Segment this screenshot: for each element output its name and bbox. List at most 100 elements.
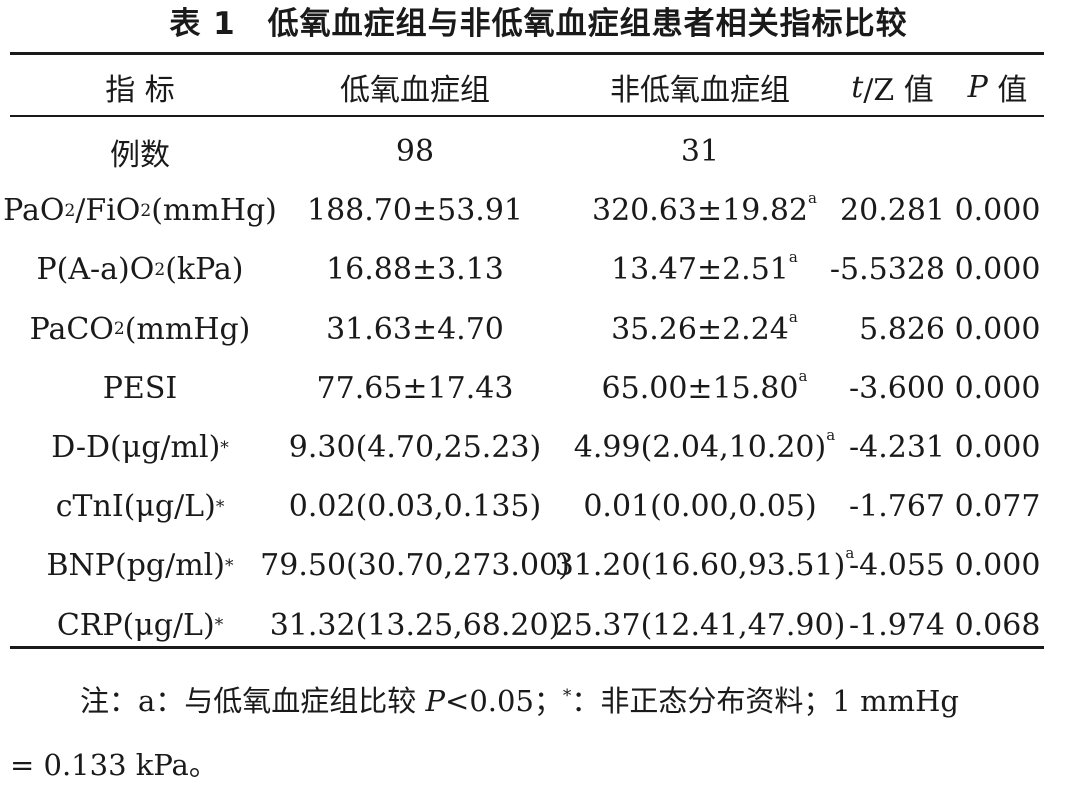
- non-hypoxemia-cell: 13.47±2.51 a: [611, 248, 798, 287]
- row-hypoxemia-value: 98: [395, 134, 435, 169]
- table-row: PaO 2/FiO 2 (mmHg) 188.70±53.91 320.63±19.82 a…: [3, 181, 1044, 240]
- non-hypoxemia-cell: 0.01(0.00,0.05): [583, 489, 816, 524]
- table-row: PaCO 2 (mmHg) 31.63±4.70 35.26±2.24 a 5.826 0.0…: [10, 300, 1044, 359]
- non-hypoxemia-text: 0.01(0.00,0.05): [583, 489, 817, 525]
- non-hypoxemia-text: 31: [680, 134, 720, 169]
- row-tz-value: -3.600: [848, 370, 945, 406]
- header-tz-italic: t: [851, 69, 864, 105]
- row-indicator: BNP(pg/ml) *: [46, 548, 234, 584]
- significance-mark: a: [798, 366, 808, 385]
- row-non-hypoxemia-value: 31: [555, 122, 845, 181]
- row-p-value: [955, 122, 1040, 181]
- label-part: (kPa): [165, 252, 244, 288]
- significance-mark: a: [845, 544, 855, 563]
- row-hypoxemia-value: 31.63±4.70: [326, 311, 504, 347]
- row-p-value: 0.000: [954, 193, 1041, 229]
- non-hypoxemia-text: 4.99(2.04,10.20): [573, 430, 827, 465]
- table-title: 表 1 低氧血症组与非低氧血症组患者相关指标比较: [169, 6, 908, 42]
- non-hypoxemia-cell: 320.63±19.82 a: [592, 189, 817, 229]
- label-part: PaO: [3, 193, 65, 229]
- row-p-value: 0.000: [954, 548, 1041, 584]
- row-non-hypoxemia-value: 65.00±15.80 a: [555, 359, 845, 418]
- row-tz-value: -5.5328: [829, 252, 945, 288]
- row-non-hypoxemia-value: 0.01(0.00,0.05): [555, 477, 845, 536]
- non-hypoxemia-text: 320.63±19.82: [592, 193, 808, 229]
- row-hypoxemia-value: 77.65±17.43: [316, 370, 514, 406]
- row-non-hypoxemia-value: 4.99(2.04,10.20) a: [555, 418, 845, 477]
- label-part: (mmHg): [124, 311, 251, 347]
- non-hypoxemia-cell: 31: [681, 134, 719, 169]
- row-indicator: 例数: [10, 122, 270, 181]
- row-p-value: 0.000: [954, 430, 1041, 465]
- label-text: PESI: [102, 370, 178, 406]
- table-row: D-D(μg/ml) * 9.30(4.70,25.23) 4.99(2.04,10.…: [10, 418, 1044, 477]
- table-row: PESI 77.65±17.43 65.00±15.80 a -3.600 0.000: [10, 359, 1044, 418]
- row-hypoxemia-value: 188.70±53.91: [307, 193, 523, 229]
- header-hypoxemia: 低氧血症组: [340, 73, 490, 108]
- row-tz-value: 20.281: [840, 193, 945, 229]
- row-tz-value: 5.826: [859, 311, 945, 347]
- table-note: 注：a：与低氧血症组比较 P<0.05；*：非正态分布资料；1 mmHg: [10, 676, 1044, 721]
- note-star: *: [562, 686, 572, 706]
- table-note-line2: = 0.133 kPa。: [10, 748, 218, 782]
- label-text: 例数: [110, 137, 170, 173]
- label-text: BNP(pg/ml): [46, 548, 225, 584]
- header-indicator: 指 标: [105, 73, 175, 108]
- row-p-value: 0.000: [954, 311, 1041, 347]
- note-threshold: <0.05；: [445, 684, 563, 718]
- row-tz-value: -1.974: [848, 607, 945, 643]
- row-hypoxemia-value: 9.30(4.70,25.23): [288, 430, 542, 465]
- row-tz-value: -4.231: [848, 430, 945, 465]
- label-text: D-D(μg/ml): [51, 430, 221, 465]
- header-tz-rest: /Z 值: [863, 73, 934, 108]
- note-prefix: 注：a：与低氧血症组比较: [80, 684, 426, 718]
- label-part: /FiO: [75, 193, 141, 229]
- row-p-value: 0.077: [954, 489, 1041, 525]
- label-text: CRP(μg/L): [56, 607, 215, 643]
- row-indicator: cTnI(μg/L) *: [55, 489, 225, 525]
- header-p-rest: 值: [987, 73, 1028, 108]
- non-hypoxemia-cell: 31.20(16.60,93.51) a: [554, 544, 855, 584]
- row-indicator: PaCO 2 (mmHg): [29, 311, 251, 347]
- row-indicator: P(A-a)O 2 (kPa): [36, 252, 244, 288]
- note-p-symbol: P: [425, 684, 446, 718]
- row-indicator: D-D(μg/ml) *: [51, 430, 229, 465]
- row-non-hypoxemia-value: 13.47±2.51 a: [555, 240, 845, 299]
- row-indicator: CRP(μg/L) *: [56, 607, 224, 643]
- label-part: P(A-a)O: [36, 252, 155, 288]
- note-star-text: ：非正态分布资料；1 mmHg: [571, 684, 959, 718]
- header-non-hypoxemia: 非低氧血症组: [610, 73, 790, 108]
- header-rule: [10, 115, 1044, 117]
- non-hypoxemia-cell: 4.99(2.04,10.20) a: [573, 426, 835, 465]
- row-non-hypoxemia-value: 320.63±19.82 a: [555, 181, 845, 240]
- table-row: BNP(pg/ml) * 79.50(30.70,273.00) 31.20(16.6…: [10, 536, 1044, 595]
- row-hypoxemia-value: 0.02(0.03,0.135): [288, 489, 542, 525]
- non-hypoxemia-text: 35.26±2.24: [611, 311, 789, 347]
- table-row: P(A-a)O 2 (kPa) 16.88±3.13 13.47±2.51 a -5.532…: [10, 240, 1044, 299]
- header-p: P 值: [955, 60, 1040, 114]
- table-row: 例数 98 31: [10, 122, 1044, 181]
- header-p-italic: P: [967, 69, 988, 105]
- label-part: (mmHg): [151, 193, 277, 229]
- header-tz: t/Z 值: [840, 60, 945, 114]
- row-p-value: 0.000: [954, 370, 1041, 406]
- significance-mark: a: [826, 426, 836, 444]
- row-tz-value: -4.055: [848, 548, 945, 584]
- row-hypoxemia-value: 31.32(13.25,68.20): [269, 607, 561, 643]
- table-row: cTnI(μg/L) * 0.02(0.03,0.135) 0.01(0.00,0.0…: [10, 477, 1044, 536]
- row-p-value: 0.068: [954, 607, 1041, 643]
- bottom-rule: [10, 646, 1044, 649]
- significance-mark: a: [808, 189, 817, 208]
- significance-mark: a: [788, 307, 798, 326]
- row-indicator: PaO 2/FiO 2 (mmHg): [3, 193, 277, 229]
- header-row: 指 标 低氧血症组 非低氧血症组 t/Z 值 P 值: [10, 60, 1044, 114]
- non-hypoxemia-cell: 65.00±15.80 a: [602, 367, 808, 406]
- top-rule: [10, 52, 1044, 55]
- label-part: PaCO: [29, 311, 114, 347]
- significance-mark: a: [788, 248, 798, 267]
- row-p-value: 0.000: [954, 252, 1041, 288]
- row-non-hypoxemia-value: 31.20(16.60,93.51) a: [554, 536, 855, 595]
- non-hypoxemia-text: 25.37(12.41,47.90): [554, 607, 846, 643]
- non-hypoxemia-text: 31.20(16.60,93.51): [554, 548, 846, 584]
- non-hypoxemia-cell: 25.37(12.41,47.90): [555, 608, 846, 643]
